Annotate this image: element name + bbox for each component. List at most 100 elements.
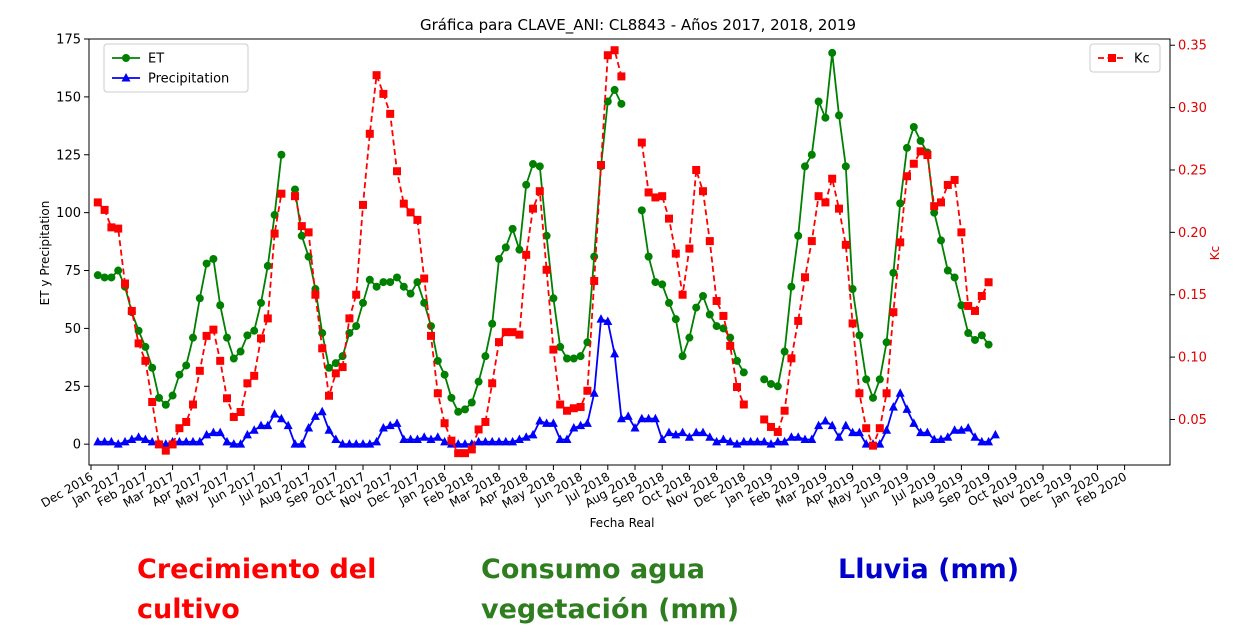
kc-point — [420, 274, 429, 283]
et-point — [767, 379, 775, 388]
precipitation-point — [861, 439, 871, 448]
kc-point — [352, 290, 361, 299]
et-point — [155, 393, 163, 402]
precipitation-point — [814, 420, 824, 430]
kc-point — [236, 407, 245, 416]
kc-point — [719, 311, 728, 320]
et-point — [556, 342, 565, 351]
kc-point — [597, 160, 605, 169]
precipitation-point — [528, 429, 538, 439]
precipitation-point — [712, 436, 722, 446]
y-tick-right-label: 0.05 — [1178, 413, 1207, 428]
et-point — [134, 326, 143, 335]
kc-point — [134, 339, 143, 348]
y-tick-right-label: 0.30 — [1178, 101, 1207, 116]
et-point — [773, 382, 782, 391]
kc-point — [603, 51, 612, 60]
kc-point — [229, 412, 238, 421]
et-point — [93, 271, 102, 280]
et-point — [943, 266, 952, 275]
et-point — [291, 185, 299, 194]
precipitation-point — [521, 432, 531, 441]
et-point — [569, 354, 578, 363]
kc-point — [297, 222, 306, 231]
precipitation-point — [249, 425, 259, 434]
et-point — [141, 342, 150, 351]
et-point — [780, 347, 789, 356]
kc-point — [583, 386, 592, 395]
kc-point — [168, 440, 177, 449]
et-point — [617, 99, 626, 108]
kc-point — [257, 334, 265, 343]
kc-point — [399, 199, 408, 208]
precipitation-point — [140, 434, 150, 444]
kc-point — [692, 165, 701, 174]
precipitation-point — [324, 425, 334, 434]
precipitation-point — [950, 425, 960, 434]
kc-point — [801, 273, 809, 282]
kc-point — [576, 402, 585, 411]
et-point — [984, 340, 993, 349]
kc-point — [107, 223, 116, 232]
kc-point — [807, 237, 816, 246]
et-point — [189, 333, 197, 342]
y-tick-right-label: 0.20 — [1178, 226, 1207, 241]
kc-point — [365, 129, 374, 138]
precipitation-point — [208, 427, 218, 437]
kc-point — [896, 238, 905, 247]
precipitation-point — [827, 420, 837, 430]
et-point — [100, 273, 109, 282]
legend-left: ET Precipitation — [103, 43, 249, 93]
kc-point — [529, 204, 537, 213]
kc-point — [488, 379, 497, 388]
precipitation-point — [440, 436, 450, 446]
y-tick-right-label: 0.10 — [1178, 351, 1207, 366]
kc-point — [678, 290, 687, 299]
precipitation-point — [229, 439, 239, 448]
et-point — [386, 278, 395, 287]
precipitation-point — [460, 439, 470, 448]
precipitation-point — [501, 436, 511, 446]
et-point — [576, 352, 585, 361]
et-point — [433, 356, 442, 365]
et-point — [325, 363, 333, 372]
kc-point — [161, 446, 170, 455]
legend-box — [103, 43, 249, 93]
kc-point — [726, 341, 735, 350]
precipitation-point — [147, 436, 157, 446]
kc-point — [943, 180, 952, 189]
precipitation-point — [684, 432, 694, 441]
precipitation-point — [426, 434, 436, 444]
precipitation-point — [419, 432, 429, 441]
et-point — [909, 122, 918, 131]
kc-point — [467, 445, 476, 454]
kc-point — [971, 306, 979, 315]
precipitation-point — [412, 434, 422, 444]
kc-point — [175, 424, 184, 433]
et-point — [250, 326, 259, 335]
et-point — [549, 294, 558, 303]
kc-point — [291, 192, 299, 201]
y-tick-left-label: 125 — [56, 148, 81, 163]
precipitation-point — [834, 432, 844, 441]
precipitation-point — [338, 439, 348, 448]
et-point — [889, 268, 898, 277]
kc-point — [916, 147, 925, 156]
et-precipitation-kc-chart: Gráfica para CLAVE_ANI: CL8843 - Años 20… — [38, 16, 1222, 530]
et-point — [223, 333, 231, 342]
precipitation-point — [841, 420, 851, 430]
et-point — [678, 352, 687, 361]
et-point — [365, 275, 374, 284]
kc-point — [889, 308, 898, 317]
kc-point — [386, 109, 395, 118]
precipitation-point — [555, 434, 565, 444]
kc-point — [454, 449, 463, 458]
et-point — [481, 352, 490, 361]
kc-point — [644, 188, 653, 197]
et-point — [841, 162, 850, 171]
y-tick-left-label: 0 — [73, 438, 81, 453]
et-point — [685, 333, 694, 342]
precipitation-point — [270, 409, 280, 418]
legend-label: Kc — [1134, 52, 1150, 67]
et-point — [665, 298, 673, 307]
